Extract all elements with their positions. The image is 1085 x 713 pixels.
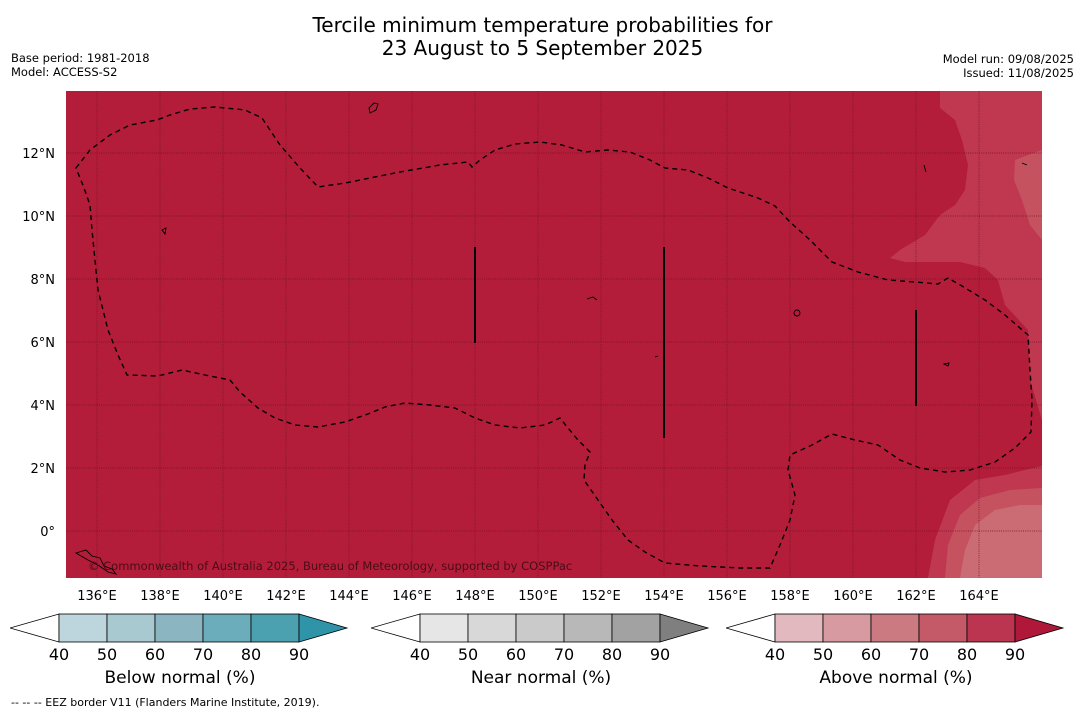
- vertical-markers: [474, 247, 917, 438]
- lon-label: 140°E: [203, 589, 243, 604]
- colorbar-max-extension: [659, 613, 710, 643]
- lat-label: 0°: [40, 525, 55, 540]
- map-title: Tercile minimum temperature probabilitie…: [0, 14, 1085, 60]
- colorbar-tick-label: 90: [1005, 645, 1025, 664]
- colorbar-tick-label: 70: [193, 645, 213, 664]
- patch-above-60-south: [960, 505, 1042, 578]
- lon-label: 162°E: [896, 589, 936, 604]
- copyright-notice: © Commonwealth of Australia 2025, Bureau…: [88, 559, 572, 573]
- colorbar-tick-label: 50: [813, 645, 833, 664]
- colorbar-tick-label: 80: [957, 645, 977, 664]
- colorbar-near-normal: 40 50 60 70 80 90 Near normal (%): [371, 612, 711, 688]
- eez-footnote: -- -- -- EEZ border V11 (Flanders Marine…: [11, 696, 320, 709]
- colorbar-max-extension: [298, 613, 349, 643]
- colorbar-near-caption: Near normal (%): [470, 668, 612, 688]
- colorbar-tick-label: 80: [241, 645, 261, 664]
- latitude-labels: 12°N 10°N 8°N 6°N 4°N 2°N 0°: [22, 147, 55, 540]
- lon-label: 148°E: [455, 589, 495, 604]
- title-line-1: Tercile minimum temperature probabilitie…: [312, 13, 773, 37]
- colorbar-below-caption: Below normal (%): [104, 668, 256, 688]
- island-ring: [793, 309, 801, 317]
- colorbar-tick-label: 40: [410, 645, 430, 664]
- patch-above-70-north: [1014, 150, 1042, 240]
- island-sw: [74, 549, 118, 575]
- lon-label: 136°E: [77, 589, 117, 604]
- patch-above-80-north: [890, 91, 1042, 420]
- island-cluster: [586, 296, 659, 358]
- lat-label: 4°N: [31, 399, 56, 414]
- colorbar-tick-label: 60: [861, 645, 881, 664]
- island-west: [161, 227, 167, 236]
- colorbar-max-extension: [1014, 613, 1065, 643]
- colorbar-min-extension: [726, 613, 776, 643]
- lon-label: 158°E: [770, 589, 810, 604]
- colorbar-segment: [563, 613, 613, 643]
- title-line-2: 23 August to 5 September 2025: [381, 36, 704, 60]
- colorbar-min-extension: [371, 613, 421, 643]
- colorbar-below-graphic: 40 50 60 70 80 90: [10, 613, 349, 664]
- model-run: Model run: 09/08/2025: [942, 52, 1074, 66]
- colorbar-tick-label: 60: [506, 645, 526, 664]
- map-panel: 12°N 10°N 8°N 6°N 4°N 2°N 0° 136°E 138°E 140°E 14…: [22, 91, 1042, 604]
- island-ne: [923, 162, 1028, 173]
- colorbar-tick-label: 80: [602, 645, 622, 664]
- colorbar-above-caption: Above normal (%): [819, 668, 973, 688]
- longitude-labels: 136°E 138°E 140°E 142°E 144°E 146°E 148°E 150°E…: [77, 589, 999, 604]
- colorbar-tick-label: 90: [289, 645, 309, 664]
- lon-label: 146°E: [392, 589, 432, 604]
- colorbar-min-extension: [10, 613, 60, 643]
- colorbar-segment: [250, 613, 300, 643]
- colorbar-near-graphic: 40 50 60 70 80 90: [371, 613, 710, 664]
- base-period: Base period: 1981-2018: [11, 51, 150, 65]
- colorbar-tick-label: 50: [97, 645, 117, 664]
- colorbar-segment: [515, 613, 565, 643]
- lat-label: 6°N: [31, 336, 56, 351]
- lon-label: 164°E: [959, 589, 999, 604]
- colorbar-tick-label: 40: [49, 645, 69, 664]
- meta-left: Base period: 1981-2018 Model: ACCESS-S2: [11, 51, 150, 79]
- lat-label: 10°N: [22, 210, 55, 225]
- lon-label: 144°E: [329, 589, 369, 604]
- colorbar-segment: [822, 613, 872, 643]
- colorbar-tick-label: 50: [458, 645, 478, 664]
- map-background: [66, 91, 1042, 578]
- colorbar-segment: [966, 613, 1016, 643]
- colorbar-tick-label: 90: [650, 645, 670, 664]
- islands: [74, 102, 1028, 575]
- colorbar-tick-label: 70: [554, 645, 574, 664]
- colorbar-tick-label: 40: [765, 645, 785, 664]
- colorbar-segment: [774, 613, 824, 643]
- colorbar-segment: [154, 613, 204, 643]
- lat-label: 2°N: [31, 462, 56, 477]
- meta-right: Model run: 09/08/2025 Issued: 11/08/2025: [943, 52, 1074, 80]
- colorbar-segment: [870, 613, 920, 643]
- lon-label: 160°E: [833, 589, 873, 604]
- island-north: [368, 102, 379, 114]
- issued-date: Issued: 11/08/2025: [963, 66, 1074, 80]
- colorbar-segment: [611, 613, 661, 643]
- colorbar-segment: [918, 613, 968, 643]
- colorbar-segment: [419, 613, 469, 643]
- island-east: [942, 362, 950, 367]
- lon-label: 138°E: [140, 589, 180, 604]
- colorbar-segment: [202, 613, 252, 643]
- colorbar-above-normal: 40 50 60 70 80 90 Above normal (%): [726, 612, 1066, 688]
- probability-patches: [890, 91, 1042, 578]
- lat-label: 12°N: [22, 147, 55, 162]
- colorbar-segment: [58, 613, 108, 643]
- colorbar-segment: [106, 613, 156, 643]
- colorbar-tick-label: 60: [145, 645, 165, 664]
- colorbar-above-graphic: 40 50 60 70 80 90: [726, 613, 1065, 664]
- lat-label: 8°N: [31, 273, 56, 288]
- eez-border: [75, 106, 1033, 569]
- colorbar-below-normal: 40 50 60 70 80 90 Below normal (%): [10, 612, 350, 688]
- model-name: Model: ACCESS-S2: [11, 65, 118, 79]
- lon-label: 150°E: [518, 589, 558, 604]
- lon-label: 154°E: [644, 589, 684, 604]
- colorbar-tick-label: 70: [909, 645, 929, 664]
- lon-label: 142°E: [266, 589, 306, 604]
- colorbar-segment: [467, 613, 517, 643]
- lon-label: 152°E: [581, 589, 621, 604]
- lon-label: 156°E: [707, 589, 747, 604]
